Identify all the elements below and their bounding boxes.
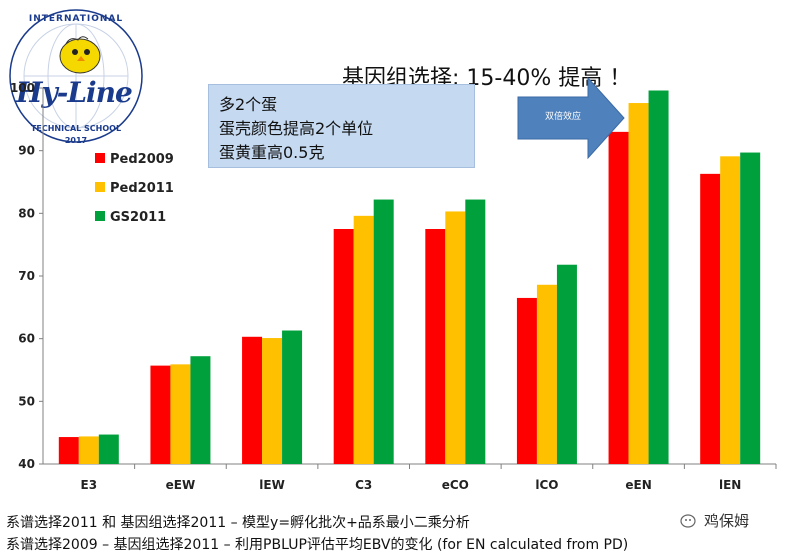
logo-year-text: 2017	[64, 136, 88, 145]
watermark-text: 鸡保姆	[704, 512, 750, 530]
y-tick-label: 50	[18, 394, 35, 408]
bar-ped2011-c3	[353, 215, 374, 464]
note-line-2: 蛋壳颜色提高2个单位	[219, 119, 374, 138]
bar-gs2011-eco	[465, 199, 486, 464]
x-tick-label: C3	[355, 478, 372, 492]
bar-gs2011-lco	[556, 264, 577, 464]
note-box: 多2个蛋 蛋壳颜色提高2个单位 蛋黄重高0.5克	[208, 84, 475, 168]
bar-ped2011-een	[628, 103, 649, 464]
x-tick-label: eEW	[166, 478, 196, 492]
bar-gs2011-e3	[98, 434, 119, 464]
legend-swatch-ped2011	[95, 182, 105, 192]
footer-line-1: 系谱选择2011 和 基因组选择2011 – 模型y=孵化批次+品系最小二乘分析	[6, 515, 470, 531]
y-tick-label: 70	[18, 269, 35, 283]
logo-brand-text: Hy-Line	[16, 76, 133, 109]
legend-label-ped2009: Ped2009	[110, 152, 174, 167]
legend-swatch-ped2009	[95, 153, 105, 163]
bar-gs2011-lew	[282, 330, 303, 464]
logo-emblem-icon	[9, 9, 143, 143]
bar-gs2011-len	[740, 152, 761, 464]
bar-ped2009-e3	[58, 437, 79, 464]
bar-ped2011-e3	[78, 436, 99, 464]
x-tick-label: E3	[81, 478, 98, 492]
legend-label-ped2011: Ped2011	[110, 181, 174, 196]
x-tick-label: lEW	[259, 478, 285, 492]
bar-ped2011-lew	[262, 338, 283, 464]
bar-gs2011-een	[648, 90, 669, 465]
x-tick-label: lEN	[719, 478, 741, 492]
bar-ped2011-eco	[445, 211, 466, 464]
y-tick-label: 60	[18, 332, 35, 346]
y-tick-label: 40	[18, 457, 35, 471]
bar-ped2011-lco	[536, 284, 557, 464]
y-tick-label: 90	[18, 144, 35, 158]
bar-ped2009-eew	[150, 365, 171, 464]
hyline-logo: INTERNATIONAL Hy-Line TECHNICAL SCHOOL 2…	[6, 6, 146, 146]
note-line-3: 蛋黄重高0.5克	[219, 143, 325, 162]
bar-ped2009-een	[608, 131, 629, 464]
footer-line-2: 系谱选择2009 – 基因组选择2011 – 利用PBLUP评估平均EBV的变化…	[6, 537, 629, 553]
arrow-label: 双倍效应	[544, 112, 581, 122]
bar-ped2009-eco	[425, 229, 446, 464]
legend-swatch-gs2011	[95, 211, 105, 221]
logo-top-text: INTERNATIONAL	[28, 14, 124, 24]
bar-gs2011-c3	[373, 199, 394, 464]
wechat-icon	[680, 514, 696, 528]
bar-ped2011-eew	[170, 364, 191, 464]
bar-gs2011-eew	[190, 356, 211, 464]
logo-bottom-text: TECHNICAL SCHOOL	[30, 124, 122, 133]
bar-ped2009-lew	[242, 336, 263, 464]
y-tick-label: 100	[10, 81, 35, 95]
bar-ped2009-len	[700, 173, 721, 464]
x-tick-label: lCO	[535, 478, 558, 492]
x-tick-label: eCO	[442, 478, 469, 492]
y-tick-label: 80	[18, 206, 35, 220]
note-line-1: 多2个蛋	[219, 95, 278, 114]
bar-ped2009-lco	[516, 297, 537, 464]
bar-ped2009-c3	[333, 229, 354, 464]
bar-ped2011-len	[720, 156, 741, 464]
legend-label-gs2011: GS2011	[110, 210, 166, 225]
x-tick-label: eEN	[625, 478, 651, 492]
